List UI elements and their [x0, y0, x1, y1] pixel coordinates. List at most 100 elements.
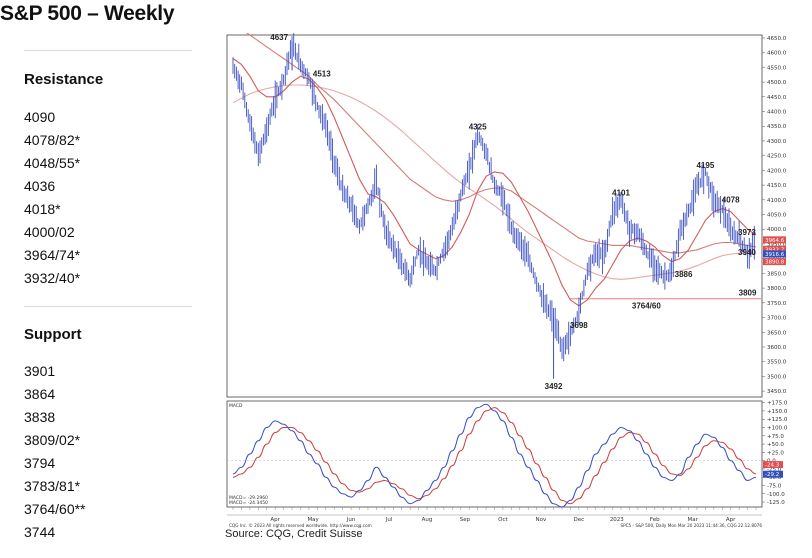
price-annotation: 4637 [270, 33, 288, 42]
price-tick-label: 3700.0 [767, 316, 787, 322]
price-annotation: 3698 [570, 321, 588, 330]
price-tick-label: 4650.0 [767, 36, 787, 42]
axis-tag-box [763, 250, 786, 258]
price-annotation: 4325 [469, 123, 487, 132]
price-tick-label: 4600.0 [767, 51, 787, 57]
support-level: 3864 [24, 386, 56, 402]
macd-legend: MACD= -24.3450 [229, 500, 268, 506]
macd-tick-label: -50.0 [767, 475, 782, 481]
x-month-label: Apr [270, 517, 280, 523]
resistance-heading: Resistance [24, 71, 104, 88]
x-month-label: Aug [422, 517, 433, 523]
macd-panel-label: MACD [229, 403, 243, 409]
axis-tag-box [763, 236, 786, 244]
resistance-level: 4036 [24, 178, 56, 194]
macd-tick-label: -100.0 [767, 492, 785, 498]
macd-tick-label: -125.0 [767, 500, 785, 506]
axis-tag-box [763, 258, 786, 266]
x-month-label: Oct [498, 517, 508, 523]
axis-tag-label: 3890.8 [765, 260, 785, 266]
price-annotation: 3940 [738, 248, 756, 257]
macd-tick-label: +100.0 [767, 426, 788, 432]
axis-tag-label: 3932.7 [765, 247, 785, 253]
resistance-level: 3932/40* [24, 270, 81, 286]
support-level: 3794 [24, 455, 56, 471]
support-level: 3809/02* [24, 432, 81, 448]
axis-tag-label: 3964.6 [765, 238, 785, 244]
macd-tick-label: +50.0 [767, 442, 784, 448]
price-tick-label: 3800.0 [767, 286, 787, 292]
resistance-level: 4090 [24, 109, 56, 125]
price-annotation: 3973 [738, 228, 756, 237]
price-tick-label: 4350.0 [767, 124, 787, 130]
x-month-label: Sep [460, 517, 471, 523]
price-tick-label: 3950.0 [767, 242, 787, 248]
price-tick-label: 3500.0 [767, 374, 787, 380]
price-tick-label: 4250.0 [767, 154, 787, 160]
macd-tick-label: +150.0 [767, 409, 788, 415]
macd-tick-label: -25.0 [767, 467, 782, 473]
price-tick-label: 4400.0 [767, 110, 787, 116]
price-tick-label: 4100.0 [767, 198, 787, 204]
price-annotation: 3764/60 [632, 302, 661, 311]
support-heading: Support [24, 326, 82, 343]
price-annotation: 3809 [739, 288, 757, 297]
chart-source: Source: CQG, Credit Suisse [225, 528, 363, 540]
x-month-label: Jun [346, 517, 356, 523]
price-annotation: 4513 [313, 69, 331, 78]
x-month-label: Dec [574, 517, 585, 523]
macd-tick-label: +175.0 [767, 401, 788, 407]
macd-tick-label: +25.0 [767, 450, 784, 456]
resistance-level: 4018* [24, 201, 61, 217]
support-level: 3744 [24, 524, 56, 540]
support-levels-list: 3901 3864 3838 3809/02* 3794 3783/81* 3764/60*… [24, 360, 86, 544]
macd-panel [226, 400, 763, 508]
support-level: 3901 [24, 363, 56, 379]
resistance-level: 3964/74* [24, 247, 81, 263]
price-tick-label: 3600.0 [767, 345, 787, 351]
price-annotation: 4078 [722, 195, 740, 204]
macd-signal-line [232, 407, 757, 505]
ma-fast-line [232, 58, 757, 307]
price-annotation: 3886 [675, 270, 693, 279]
page-title: S&P 500 – Weekly [0, 2, 175, 25]
macd-tag-box [763, 470, 783, 478]
x-month-label: Mar [688, 517, 699, 523]
macd-tick-label: -75.0 [767, 483, 782, 489]
macd-tag-label: -24.3 [765, 463, 780, 469]
axis-tag-box [763, 245, 786, 253]
price-tick-label: 3550.0 [767, 360, 787, 366]
support-level: 3764/60** [24, 501, 86, 517]
macd-tag-label: -29.2 [765, 472, 779, 478]
price-tick-label: 3450.0 [767, 389, 787, 395]
resistance-level: 4000/02 [24, 224, 75, 240]
resistance-level: 4078/82* [24, 132, 81, 148]
price-tick-label: 3650.0 [767, 330, 787, 336]
chart-footer-left: CQG Inc. © 2023 All rights reserved worl… [229, 523, 372, 528]
resistance-level: 4048/55* [24, 155, 81, 171]
axis-tag-label: 3916.6 [765, 252, 785, 258]
price-tick-label: 4450.0 [767, 95, 787, 101]
macd-tick-label: +125.0 [767, 417, 788, 423]
price-tick-label: 4050.0 [767, 213, 787, 219]
price-panel [226, 34, 763, 398]
price-annotation: 3492 [545, 382, 563, 391]
macd-tick-label: +75.0 [767, 434, 784, 440]
x-month-label: Apr [726, 517, 736, 523]
x-month-label: 2023 [610, 517, 624, 523]
price-tick-label: 4550.0 [767, 65, 787, 71]
x-month-label: Jul [385, 517, 393, 523]
price-tick-label: 4150.0 [767, 183, 787, 189]
x-month-label: Feb [650, 517, 660, 523]
price-tick-label: 4000.0 [767, 227, 787, 233]
price-annotation: 4101 [612, 189, 630, 198]
chart-footer-right: SPC5 - S&P 500, Daily Mon Mar 20 2023 11… [620, 523, 762, 528]
price-tick-label: 4500.0 [767, 80, 787, 86]
price-tick-label: 4200.0 [767, 168, 787, 174]
sp500-weekly-chart: 4650.0 4600.0 4550.0 4500.0 4450.0 4400.0 4350… [226, 33, 788, 528]
divider [24, 306, 192, 307]
x-month-label: May [307, 517, 319, 523]
price-tick-label: 4300.0 [767, 139, 787, 145]
macd-tag-box [763, 461, 783, 469]
support-level: 3838 [24, 409, 56, 425]
